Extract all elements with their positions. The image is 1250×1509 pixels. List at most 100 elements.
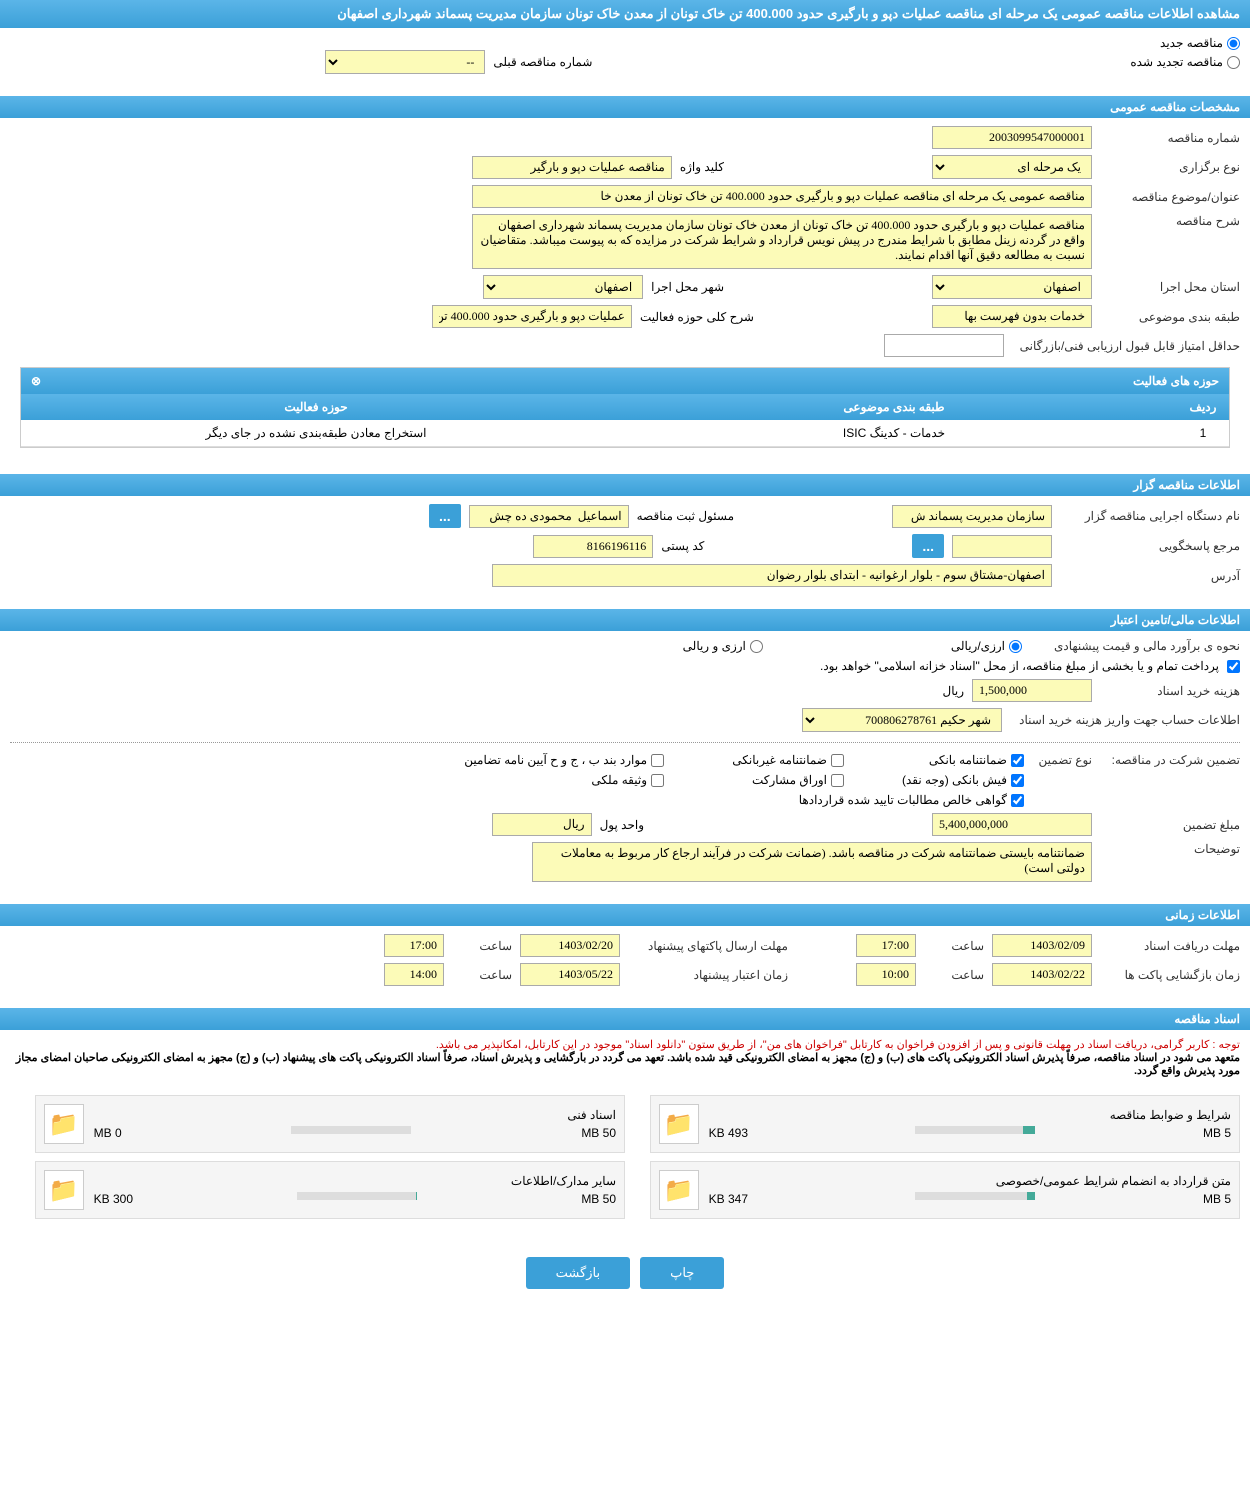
manager-input[interactable] [469, 505, 629, 528]
timing-header: اطلاعات زمانی [0, 904, 1250, 926]
method-radio-1[interactable] [1009, 640, 1022, 653]
validity-label: زمان اعتبار پیشنهاد [628, 968, 788, 982]
note2: متعهد می شود در اسناد مناقصه، صرفاً پذیر… [10, 1051, 1240, 1077]
amount-input[interactable] [932, 813, 1092, 836]
row-field: استخراج معادن طبقه‌بندی نشده در جای دیگر [27, 426, 605, 440]
activity-title: حوزه های فعالیت [1133, 374, 1219, 388]
payment-checkbox[interactable] [1227, 660, 1240, 673]
more-button[interactable]: ... [429, 504, 461, 528]
unit-input[interactable] [492, 813, 592, 836]
gt-nonbank: ضمانتنامه غیربانکی [732, 753, 827, 767]
organizer-header: اطلاعات مناقصه گزار [0, 474, 1250, 496]
open-time-label: ساعت [924, 968, 984, 982]
file2-size: 0 MB [94, 1126, 122, 1140]
note1: توجه : کاربر گرامی، دریافت اسناد در مهلت… [10, 1038, 1240, 1051]
gt-cash-cb[interactable] [1011, 774, 1024, 787]
address-input[interactable] [492, 564, 1052, 587]
file-box-3: متن قرارداد به انضمام شرایط عمومی/خصوصی … [650, 1161, 1240, 1219]
folder-icon[interactable]: 📁 [44, 1104, 84, 1144]
method-radio-2[interactable] [750, 640, 763, 653]
validity-time-label: ساعت [452, 968, 512, 982]
activity-desc-input[interactable] [432, 305, 632, 328]
min-score-input[interactable] [884, 334, 1004, 357]
gt-cash: فیش بانکی (وجه نقد) [902, 773, 1007, 787]
category-input[interactable] [932, 305, 1092, 328]
general-info-header: مشخصات مناقصه عمومی [0, 96, 1250, 118]
close-icon[interactable]: ⊗ [31, 374, 41, 388]
postal-label: کد پستی [661, 539, 704, 553]
prev-number-select[interactable]: -- [325, 50, 485, 74]
validity-date-input[interactable] [520, 963, 620, 986]
subject-label: عنوان/موضوع مناقصه [1100, 190, 1240, 204]
org-input[interactable] [892, 505, 1052, 528]
notes-label: توضیحات [1100, 842, 1240, 856]
subject-input[interactable] [472, 185, 1092, 208]
payment-note: پرداخت تمام و یا بخشی از مبلغ مناقصه، از… [820, 659, 1219, 673]
validity-time-input[interactable] [384, 963, 444, 986]
table-row: 1 خدمات - کدینگ ISIC استخراج معادن طبقه‌… [21, 420, 1229, 447]
keyword-label: کلید واژه [680, 160, 724, 174]
province-select[interactable]: اصفهان [932, 275, 1092, 299]
send-time-input[interactable] [384, 934, 444, 957]
desc-textarea[interactable]: مناقصه عملیات دپو و بارگیری حدود 400.000… [472, 214, 1092, 269]
file3-max: 5 MB [1203, 1192, 1231, 1206]
new-tender-radio[interactable] [1227, 37, 1240, 50]
gt-nonbank-cb[interactable] [831, 754, 844, 767]
open-date-input[interactable] [992, 963, 1092, 986]
gt-bonds-cb[interactable] [831, 774, 844, 787]
unit-label: واحد پول [600, 818, 644, 832]
file4-max: 50 MB [581, 1192, 616, 1206]
category-label: طبقه بندی موضوعی [1100, 310, 1240, 324]
file-box-4: سایر مدارک/اطلاعات 50 MB 300 KB 📁 [35, 1161, 625, 1219]
city-label: شهر محل اجرا [651, 280, 724, 294]
guarantee-type-label: نوع تضمین [1032, 753, 1092, 767]
gt-property-cb[interactable] [651, 774, 664, 787]
city-select[interactable]: اصفهان [483, 275, 643, 299]
gt-other-cb[interactable] [651, 754, 664, 767]
activity-desc-label: شرح کلی حوزه فعالیت [640, 310, 754, 324]
send-date-input[interactable] [520, 934, 620, 957]
file4-size: 300 KB [94, 1192, 133, 1206]
open-time-input[interactable] [856, 963, 916, 986]
min-score-label: حداقل امتیاز قابل قبول ارزیابی فنی/بازرگ… [1012, 339, 1240, 353]
receive-date-input[interactable] [992, 934, 1092, 957]
postal-input[interactable] [533, 535, 653, 558]
renewed-tender-radio[interactable] [1227, 56, 1240, 69]
method-opt2: ارزی و ریالی [683, 639, 746, 653]
type-select[interactable]: یک مرحله ای [932, 155, 1092, 179]
contact-more-button[interactable]: ... [912, 534, 944, 558]
type-label: نوع برگزاری [1100, 160, 1240, 174]
number-input[interactable] [932, 126, 1092, 149]
folder-icon[interactable]: 📁 [44, 1170, 84, 1210]
file2-name: اسناد فنی [94, 1108, 616, 1122]
contact-input[interactable] [952, 535, 1052, 558]
col-num-header: ردیف [1183, 400, 1223, 414]
gt-tax-cb[interactable] [1011, 794, 1024, 807]
method-opt1: ارزی/ریالی [951, 639, 1005, 653]
folder-icon[interactable]: 📁 [659, 1104, 699, 1144]
province-label: استان محل اجرا [1100, 280, 1240, 294]
file1-max: 5 MB [1203, 1126, 1231, 1140]
print-button[interactable]: چاپ [640, 1257, 724, 1289]
amount-label: مبلغ تضمین [1100, 818, 1240, 832]
file1-name: شرایط و ضوابط مناقصه [709, 1108, 1231, 1122]
cost-label: هزینه خرید اسناد [1100, 684, 1240, 698]
open-label: زمان بازگشایی پاکت ها [1100, 968, 1240, 982]
address-label: آدرس [1060, 569, 1240, 583]
file-box-2: اسناد فنی 50 MB 0 MB 📁 [35, 1095, 625, 1153]
desc-label: شرح مناقصه [1100, 214, 1240, 228]
gt-bank: ضمانتنامه بانکی [929, 753, 1007, 767]
guarantee-label: تضمین شرکت در مناقصه: [1100, 753, 1240, 767]
back-button[interactable]: بازگشت [526, 1257, 630, 1289]
cost-input[interactable] [972, 679, 1092, 702]
receive-time-input[interactable] [856, 934, 916, 957]
notes-textarea[interactable]: ضمانتنامه بایستی ضمانتنامه شرکت در مناقص… [532, 842, 1092, 882]
gt-other: موارد بند ب ، ج و ح آیین نامه تضامین [464, 753, 647, 767]
account-select[interactable]: شهر حکیم 700806278761 [802, 708, 1002, 732]
keyword-input[interactable] [472, 156, 672, 179]
folder-icon[interactable]: 📁 [659, 1170, 699, 1210]
file-box-1: شرایط و ضوابط مناقصه 5 MB 493 KB 📁 [650, 1095, 1240, 1153]
new-tender-label: مناقصه جدید [1160, 36, 1223, 50]
gt-bank-cb[interactable] [1011, 754, 1024, 767]
send-label: مهلت ارسال پاکتهای پیشنهاد [628, 939, 788, 953]
